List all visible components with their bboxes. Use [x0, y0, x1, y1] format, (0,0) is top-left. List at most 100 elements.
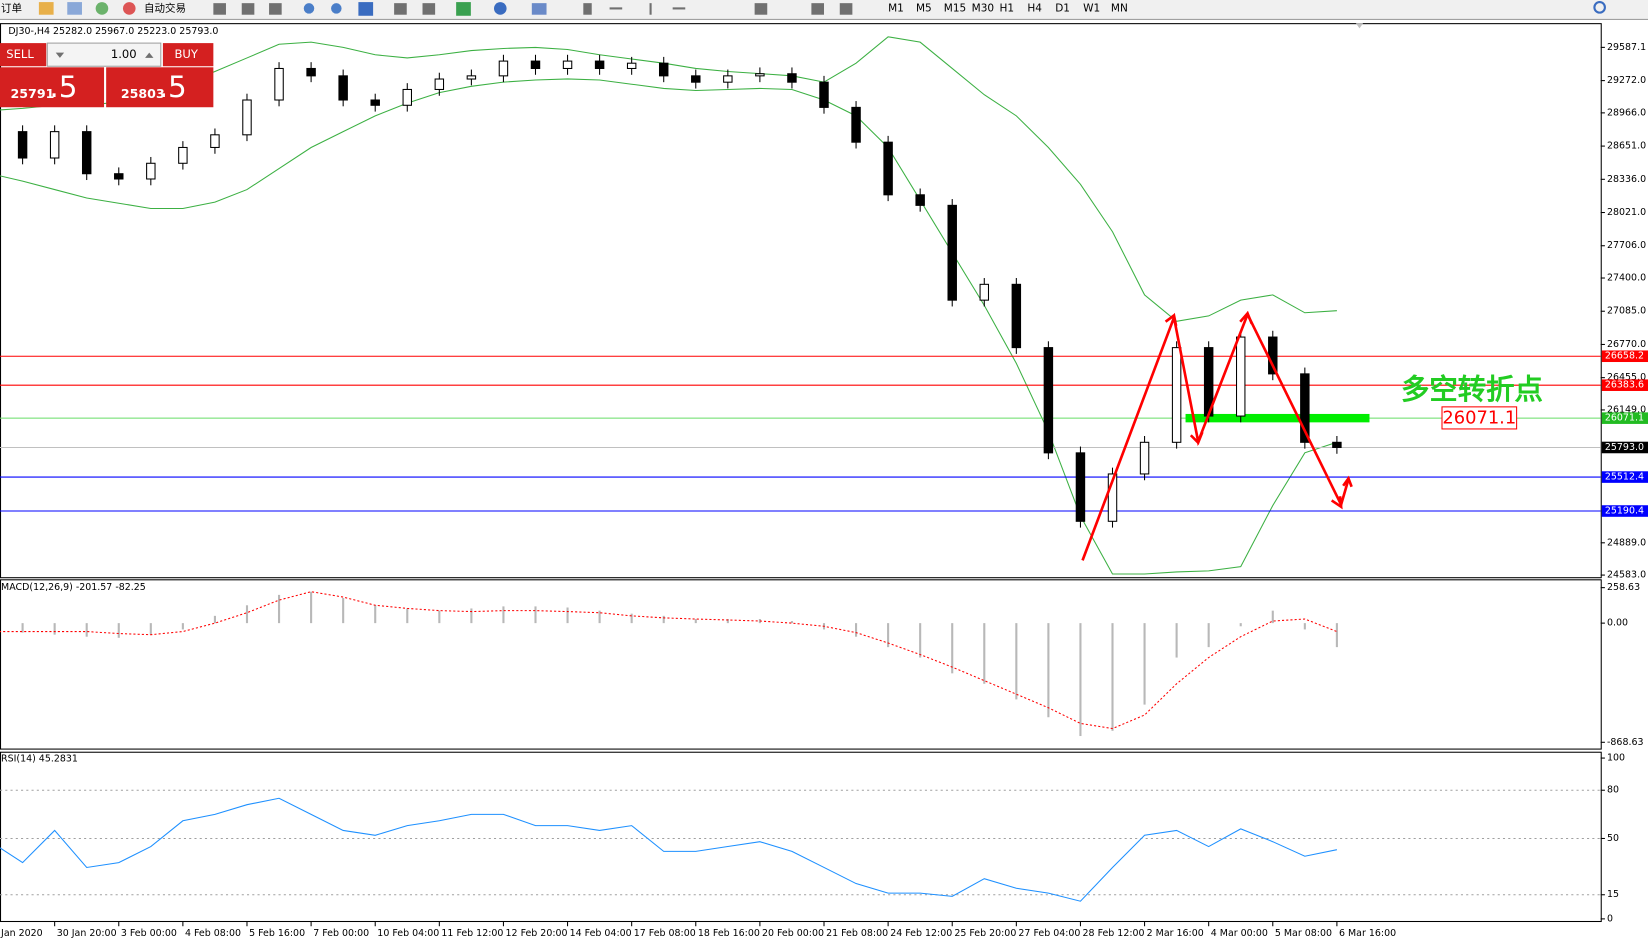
rsi-frame	[0, 751, 1602, 923]
y-tick-label: 28021.0	[1607, 207, 1646, 218]
candle-body	[274, 67, 284, 101]
buy-button[interactable]	[162, 43, 214, 67]
timeframe-button[interactable]: MN	[1111, 2, 1128, 14]
macd-bar	[1015, 623, 1018, 700]
timeframe-button[interactable]: M15	[944, 2, 966, 14]
candle-body	[851, 106, 861, 143]
timeframe-button[interactable]: H4	[1027, 2, 1042, 14]
x-tick-label: 7 Feb 00:00	[313, 928, 369, 939]
icon[interactable]	[839, 3, 853, 15]
icon[interactable]	[811, 3, 824, 15]
tool-icons	[213, 1, 1606, 16]
timeframe-button[interactable]: D1	[1055, 2, 1070, 14]
buy-label[interactable]: BUY	[174, 47, 198, 61]
icon[interactable]	[394, 3, 407, 15]
icon[interactable]	[583, 3, 592, 15]
candle-body	[562, 60, 573, 70]
auto-trade-button[interactable]: 自动交易	[144, 1, 186, 14]
candle-body	[466, 75, 477, 80]
icon[interactable]	[38, 2, 54, 15]
sell-label[interactable]: SELL	[6, 47, 34, 61]
buy-price[interactable]: 25803	[121, 86, 165, 101]
candle-body	[1011, 283, 1022, 349]
timeframe-button[interactable]: M1	[888, 2, 904, 14]
x-tick-label: 12 Feb 20:00	[506, 928, 568, 939]
icon[interactable]	[303, 3, 315, 14]
lot-value[interactable]: 1.00	[111, 47, 137, 61]
candle-body	[530, 60, 541, 70]
rsi-panel	[0, 789, 1601, 902]
candle-body	[915, 194, 925, 206]
arrow-head	[1239, 310, 1253, 325]
macd-bar	[983, 623, 986, 684]
macd-bar	[342, 598, 345, 624]
buy-price-fraction[interactable]: .5	[159, 70, 187, 104]
candle-body	[17, 131, 28, 159]
lot-field[interactable]	[46, 42, 162, 67]
chart-shift-marker	[1355, 23, 1364, 29]
icon[interactable]	[331, 3, 342, 14]
timeframe-button[interactable]: M30	[972, 2, 994, 14]
icon[interactable]	[95, 2, 109, 15]
icon[interactable]	[241, 3, 255, 15]
icon[interactable]	[531, 3, 547, 15]
y-tick-label: 27706.0	[1607, 240, 1646, 251]
sell-button[interactable]	[0, 43, 47, 67]
icon[interactable]	[358, 2, 374, 16]
candle-body	[658, 62, 669, 77]
buy-price-box[interactable]	[106, 67, 214, 108]
sell-price[interactable]: 25791	[11, 86, 55, 101]
icon[interactable]	[67, 2, 82, 15]
candle-body	[81, 131, 92, 175]
macd-bar	[726, 619, 729, 624]
price-level-label: 26071.1	[1605, 413, 1644, 424]
annotation-label: 26071.1	[1442, 407, 1516, 428]
price-level-tag	[1601, 379, 1648, 391]
icon[interactable]	[649, 3, 652, 15]
icon[interactable]	[213, 3, 226, 15]
icon[interactable]	[456, 2, 471, 16]
y-tick-label: 100	[1607, 753, 1625, 764]
candle-body	[402, 88, 412, 106]
candle-body	[819, 81, 829, 108]
icon[interactable]	[422, 3, 436, 15]
icon[interactable]	[754, 3, 768, 15]
macd-bar	[1303, 623, 1306, 630]
price-level-tag	[1601, 505, 1648, 517]
icon[interactable]	[269, 3, 282, 15]
rsi-title: RSI(14) 45.2831	[1, 754, 78, 765]
timeframe-bar: M1 M5 M15 M30 H1 H4 D1 W1 MN	[888, 2, 1128, 14]
timeframe-button[interactable]: H1	[1000, 2, 1015, 14]
x-tick-label: 2 Mar 16:00	[1147, 928, 1204, 939]
lot-up[interactable]	[145, 52, 154, 58]
one-click-panel: SELL 1.00 BUY 25791 .5 25803 .5	[0, 42, 214, 108]
candle-body	[49, 131, 60, 159]
auto-trade-icon[interactable]	[122, 2, 136, 15]
macd-bar	[534, 606, 537, 624]
sell-price-box[interactable]	[0, 67, 105, 108]
new-order-button[interactable]: 订单	[1, 2, 22, 14]
arrow-head	[1342, 475, 1353, 488]
candle-body	[1171, 347, 1182, 443]
candles	[17, 54, 1342, 528]
sell-price-fraction[interactable]: .5	[49, 70, 77, 104]
y-tick-label: 27085.0	[1607, 306, 1646, 317]
icon[interactable]	[493, 2, 507, 15]
search-icon[interactable]	[1593, 1, 1606, 14]
macd-bar	[21, 623, 24, 633]
x-tick-label: 6 Mar 16:00	[1339, 928, 1396, 939]
timeframe-button[interactable]: W1	[1083, 2, 1100, 14]
timeframe-button[interactable]: M5	[916, 2, 932, 14]
macd-panel	[0, 591, 1338, 737]
y-tick-label: 24889.0	[1607, 537, 1646, 548]
macd-bar	[598, 610, 601, 624]
candle-body	[626, 62, 637, 70]
icon[interactable]	[609, 7, 623, 10]
icon[interactable]	[672, 7, 686, 10]
y-tick-label: 80	[1607, 785, 1619, 796]
lot-down[interactable]	[55, 52, 65, 58]
chart-title: DJ30-,H4 25282.0 25967.0 25223.0 25793.0	[8, 26, 218, 37]
